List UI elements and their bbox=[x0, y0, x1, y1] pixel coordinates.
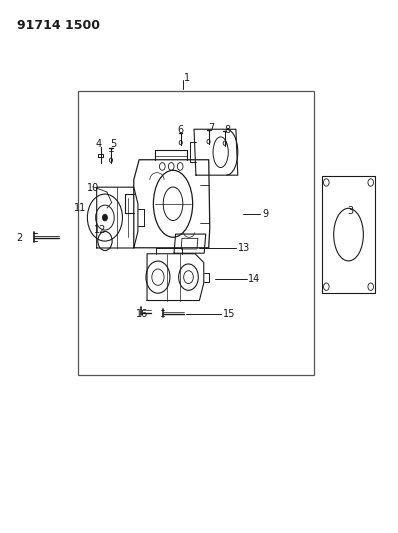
Text: 1: 1 bbox=[184, 74, 190, 83]
Text: 10: 10 bbox=[87, 183, 99, 193]
Bar bbox=[78, 91, 314, 375]
Text: 91714 1500: 91714 1500 bbox=[17, 19, 100, 33]
Text: 16: 16 bbox=[136, 309, 148, 319]
Text: 12: 12 bbox=[94, 225, 107, 235]
Text: 9: 9 bbox=[262, 209, 269, 220]
Text: 4: 4 bbox=[96, 139, 102, 149]
Text: 2: 2 bbox=[16, 233, 22, 244]
Text: 6: 6 bbox=[177, 125, 183, 135]
Text: 14: 14 bbox=[248, 274, 260, 284]
Text: 7: 7 bbox=[208, 123, 214, 133]
Text: 8: 8 bbox=[224, 125, 230, 135]
Text: 15: 15 bbox=[223, 309, 235, 319]
Text: 5: 5 bbox=[110, 139, 116, 149]
Text: 3: 3 bbox=[347, 206, 353, 216]
Circle shape bbox=[102, 214, 107, 221]
Text: 13: 13 bbox=[238, 243, 250, 253]
Text: 11: 11 bbox=[74, 203, 86, 213]
